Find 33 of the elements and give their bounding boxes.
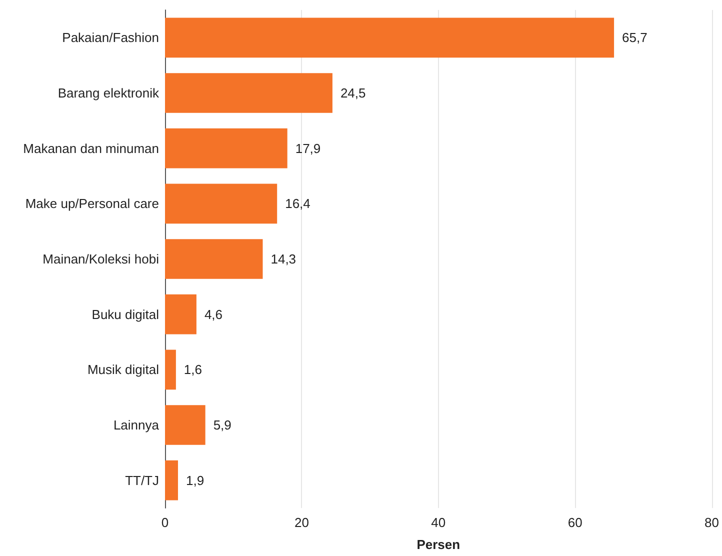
- data-label: 65,7: [622, 30, 648, 46]
- bar: [165, 18, 614, 58]
- x-tick-label: 0: [161, 515, 169, 530]
- bar: [165, 405, 206, 445]
- data-label: 14,3: [270, 252, 296, 266]
- bar: [165, 128, 288, 168]
- data-label: 24,5: [340, 86, 366, 100]
- bar: [165, 73, 332, 113]
- y-tick-label: Makanan dan minuman: [23, 140, 159, 156]
- bar: [165, 350, 176, 390]
- data-label: 5,9: [213, 418, 232, 432]
- x-tick-label: 20: [294, 515, 309, 530]
- x-tick-label: 80: [704, 515, 720, 530]
- y-tick-label: TT/TJ: [125, 472, 159, 488]
- y-tick-label: Musik digital: [87, 362, 160, 378]
- y-tick-label: Mainan/Koleksi hobi: [42, 252, 160, 266]
- data-label: 1,6: [184, 362, 202, 378]
- data-label: 4,6: [204, 306, 223, 322]
- y-tick-label: Lainnya: [113, 418, 160, 432]
- y-tick-label: Buku digital: [92, 306, 160, 322]
- bar: [165, 184, 278, 224]
- bar: [165, 460, 178, 500]
- y-tick-label: Pakaian/Fashion: [62, 30, 159, 46]
- data-label: 17,9: [295, 140, 321, 156]
- y-tick-label: Barang elektronik: [58, 86, 160, 100]
- bar: [165, 294, 196, 334]
- data-label: 1,9: [186, 472, 204, 488]
- x-axis-title: Persen: [416, 537, 460, 552]
- x-tick-label: 40: [431, 515, 446, 530]
- data-label: 16,4: [285, 196, 310, 212]
- y-tick-label: Make up/Personal care: [25, 196, 159, 212]
- x-tick-label: 60: [568, 515, 582, 530]
- bar: [165, 239, 263, 279]
